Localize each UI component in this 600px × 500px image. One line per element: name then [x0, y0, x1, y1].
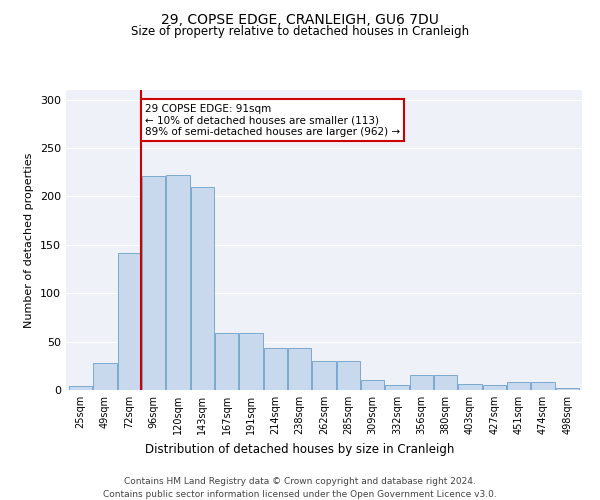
Bar — [507, 382, 530, 390]
Bar — [264, 348, 287, 390]
Bar — [361, 380, 384, 390]
Bar — [434, 374, 457, 390]
Bar — [288, 348, 311, 390]
Y-axis label: Number of detached properties: Number of detached properties — [25, 152, 34, 328]
Bar — [410, 374, 433, 390]
Text: Distribution of detached houses by size in Cranleigh: Distribution of detached houses by size … — [145, 442, 455, 456]
Bar — [215, 333, 238, 390]
Bar — [313, 361, 335, 390]
Bar — [118, 252, 141, 390]
Bar — [483, 385, 506, 390]
Text: 29 COPSE EDGE: 91sqm
← 10% of detached houses are smaller (113)
89% of semi-deta: 29 COPSE EDGE: 91sqm ← 10% of detached h… — [145, 104, 400, 136]
Bar — [166, 175, 190, 390]
Bar — [239, 333, 263, 390]
Text: Contains HM Land Registry data © Crown copyright and database right 2024.: Contains HM Land Registry data © Crown c… — [124, 478, 476, 486]
Bar — [458, 384, 482, 390]
Bar — [337, 361, 360, 390]
Bar — [69, 386, 92, 390]
Bar — [142, 176, 165, 390]
Text: Contains public sector information licensed under the Open Government Licence v3: Contains public sector information licen… — [103, 490, 497, 499]
Bar — [532, 382, 554, 390]
Bar — [385, 385, 409, 390]
Text: 29, COPSE EDGE, CRANLEIGH, GU6 7DU: 29, COPSE EDGE, CRANLEIGH, GU6 7DU — [161, 12, 439, 26]
Bar — [191, 187, 214, 390]
Text: Size of property relative to detached houses in Cranleigh: Size of property relative to detached ho… — [131, 25, 469, 38]
Bar — [556, 388, 579, 390]
Bar — [94, 363, 116, 390]
